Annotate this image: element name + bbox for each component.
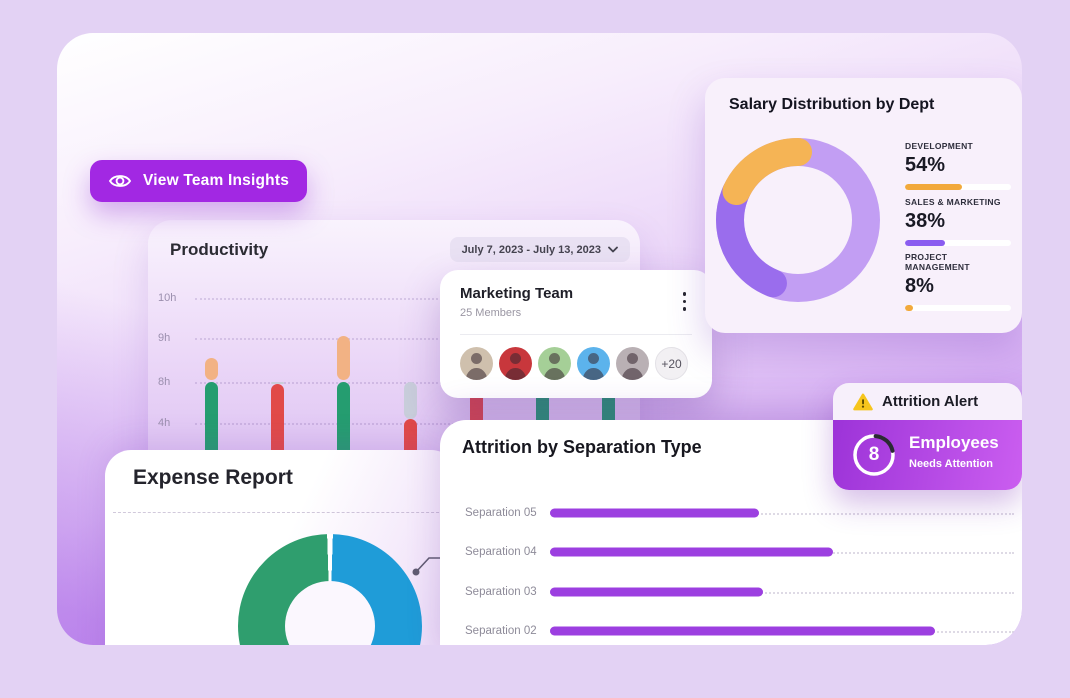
y-axis-tick: 9h <box>158 332 171 344</box>
legend-value: 8% <box>905 275 934 297</box>
separation-row-label: Separation 02 <box>465 625 537 637</box>
eye-icon <box>108 175 132 187</box>
separation-bar <box>550 508 759 518</box>
gridline <box>195 298 626 300</box>
productivity-title: Productivity <box>170 240 269 259</box>
avatar[interactable] <box>460 347 493 380</box>
attrition-alert-card: Attrition Alert 8 Employees Needs Attent… <box>833 383 1022 490</box>
legend-bar-track <box>905 240 1011 246</box>
bar-segment <box>403 382 417 419</box>
avatar[interactable] <box>538 347 571 380</box>
bar-segment <box>271 382 285 384</box>
legend-bar-fill <box>905 305 914 311</box>
separation-bar-track <box>550 513 1014 515</box>
attrition-alert-header: Attrition Alert <box>833 383 1022 420</box>
attrition-label: Employees <box>909 433 999 452</box>
salary-distribution-card: Salary Distribution by Dept DEVELOPMENT … <box>705 78 1022 333</box>
divider <box>460 334 692 335</box>
attrition-alert-title: Attrition Alert <box>882 393 979 410</box>
view-team-insights-label: View Team Insights <box>143 172 290 189</box>
legend-value: 38% <box>905 210 946 232</box>
separation-row: Separation 04 <box>440 542 1022 562</box>
separation-row: Separation 05 <box>440 503 1022 523</box>
avatar[interactable] <box>499 347 532 380</box>
attrition-count-ring <box>853 434 895 476</box>
chevron-down-icon <box>608 246 618 253</box>
y-axis-tick: 10h <box>158 292 177 304</box>
separation-bar <box>550 587 764 597</box>
separation-row: Separation 03 <box>440 582 1022 602</box>
separation-row: Separation 02 <box>440 621 1022 641</box>
avatar[interactable] <box>616 347 649 380</box>
separation-chart-title: Attrition by Separation Type <box>462 437 702 457</box>
legend-bar-fill <box>905 184 963 190</box>
team-title: Marketing Team <box>460 285 574 302</box>
separation-bar <box>550 547 834 557</box>
legend-value: 54% <box>905 154 946 176</box>
separation-row-label: Separation 03 <box>465 586 537 598</box>
legend-bar-track <box>905 305 1011 311</box>
expense-report-title: Expense Report <box>133 466 293 489</box>
expense-donut-hole <box>285 581 375 645</box>
bar-segment <box>337 335 351 380</box>
separation-bar-track <box>550 592 1014 594</box>
legend-bar-fill <box>905 240 946 246</box>
salary-donut-chart <box>716 138 880 302</box>
date-range-value: July 7, 2023 - July 13, 2023 <box>461 243 601 256</box>
legend-item-project-management: PROJECT MANAGEMENT 8% <box>905 252 1011 311</box>
avatar-stack: +20 <box>460 347 688 380</box>
dashboard-panel: 10h 9h 8h 4h Productivity July 7, 2023 - Ju… <box>57 33 1022 645</box>
y-axis-tick: 4h <box>158 417 171 429</box>
view-team-insights-button[interactable]: View Team Insights <box>90 160 307 202</box>
separation-row-label: Separation 04 <box>465 546 537 558</box>
kebab-menu-icon[interactable] <box>681 290 689 313</box>
gridline <box>195 338 626 340</box>
legend-label: PROJECT MANAGEMENT <box>905 252 970 272</box>
legend-item-sales-marketing: SALES & MARKETING 38% <box>905 197 1011 246</box>
separation-row-label: Separation 05 <box>465 507 537 519</box>
attrition-sublabel: Needs Attention <box>909 458 993 470</box>
team-member-count: 25 Members <box>460 307 522 319</box>
legend-item-development: DEVELOPMENT 54% <box>905 141 1011 190</box>
separation-bar <box>550 626 936 636</box>
legend-bar-track <box>905 184 1011 190</box>
avatar[interactable] <box>577 347 610 380</box>
marketing-team-card: Marketing Team 25 Members +20 <box>440 270 712 398</box>
bar-segment <box>205 357 218 380</box>
attrition-alert-body: 8 Employees Needs Attention <box>833 420 1022 490</box>
warning-icon <box>853 393 873 410</box>
expense-report-card: Expense Report <box>105 450 457 645</box>
more-members-badge[interactable]: +20 <box>655 347 688 380</box>
divider <box>113 512 449 513</box>
legend-label: SALES & MARKETING <box>905 197 1001 207</box>
date-range-selector[interactable]: July 7, 2023 - July 13, 2023 <box>449 237 630 262</box>
attrition-count: 8 <box>868 444 880 465</box>
salary-chart-title: Salary Distribution by Dept <box>729 96 935 113</box>
legend-label: DEVELOPMENT <box>905 141 974 151</box>
y-axis-tick: 8h <box>158 376 171 388</box>
